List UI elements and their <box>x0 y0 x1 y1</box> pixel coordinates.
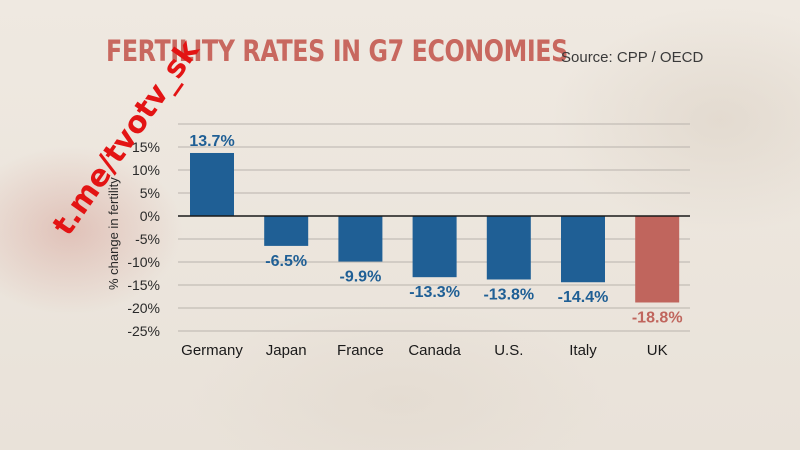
y-tick-label: -5% <box>135 231 160 247</box>
y-tick-label: -25% <box>127 323 160 339</box>
bars <box>190 152 680 303</box>
source-note: Source: CPP / OECD <box>561 49 704 66</box>
chart-title: FERTILITY RATES IN G7 ECONOMIES <box>106 34 568 68</box>
y-tick-label: 15% <box>132 139 160 155</box>
y-tick-label: -20% <box>127 300 160 316</box>
y-tick-label: 5% <box>140 185 160 201</box>
data-label: -14.4% <box>558 289 609 306</box>
y-tick-label: -15% <box>127 277 160 293</box>
x-tick-label: France <box>337 342 384 359</box>
y-axis-label: % change in fertility <box>106 177 121 290</box>
data-label: -13.3% <box>409 284 460 301</box>
y-tick-label: 10% <box>132 162 160 178</box>
x-tick-label: Italy <box>569 342 597 359</box>
x-tick-labels: Germany Japan France Canada U.S. Italy UK <box>181 342 667 359</box>
bar-uk <box>635 216 680 303</box>
bar-italy <box>561 216 605 283</box>
y-tick-label: 0% <box>140 208 160 224</box>
data-label: 13.7% <box>189 133 234 150</box>
x-tick-label: Germany <box>181 342 243 359</box>
bar-us <box>486 216 531 280</box>
data-label: -13.8% <box>483 286 534 303</box>
bar-france <box>338 216 383 262</box>
bar-germany <box>190 152 234 216</box>
x-tick-label: UK <box>647 342 668 359</box>
data-label: -9.9% <box>340 269 382 286</box>
data-label: -6.5% <box>265 253 307 270</box>
bar-canada <box>412 216 457 278</box>
bar-japan <box>264 216 309 246</box>
data-labels: 13.7% -6.5% -9.9% -13.3% -13.8% -14.4% -18.8% <box>189 133 682 327</box>
x-tick-label: Canada <box>408 342 461 359</box>
y-tick-labels: -25% -20% -15% -10% -5% 0% 5% 10% 15% <box>127 139 160 339</box>
data-label: -18.8% <box>632 309 683 326</box>
y-tick-label: -10% <box>127 254 160 270</box>
x-tick-label: U.S. <box>494 342 523 359</box>
x-tick-label: Japan <box>266 342 307 359</box>
